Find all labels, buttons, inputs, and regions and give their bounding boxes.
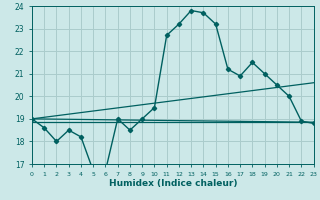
X-axis label: Humidex (Indice chaleur): Humidex (Indice chaleur): [108, 179, 237, 188]
